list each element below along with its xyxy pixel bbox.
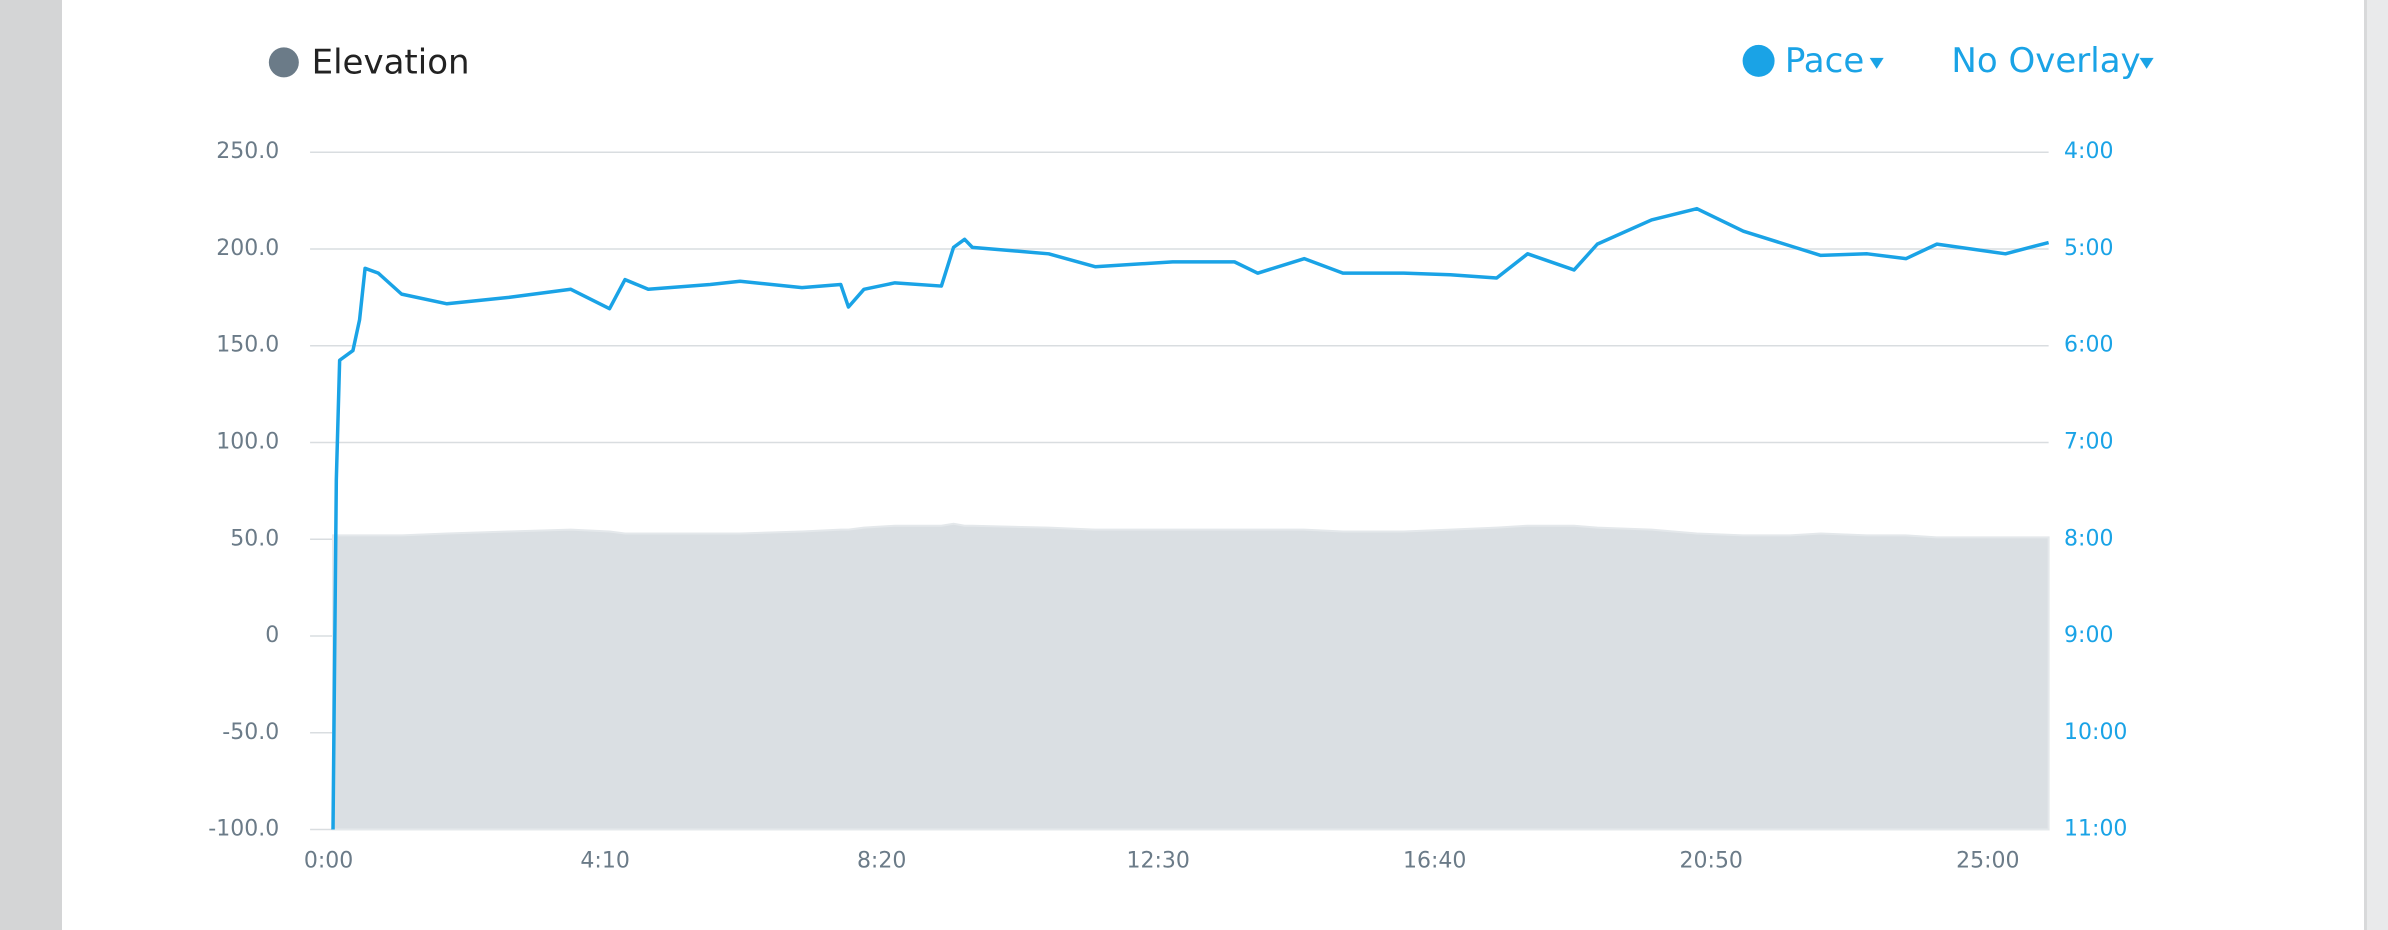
x-tick-label: 16:40 [1403, 849, 1466, 874]
panel-border [2364, 0, 2367, 930]
x-tick-label: 12:30 [1126, 849, 1189, 874]
elevation-area [332, 522, 2050, 831]
x-tick-label: 4:10 [580, 849, 629, 874]
y-tick-label: 0 [265, 623, 279, 648]
x-tick-label: 20:50 [1680, 849, 1743, 874]
legend-dot [268, 47, 299, 78]
y2-tick-label: 9:00 [2064, 623, 2113, 648]
dropdown-caret [1869, 57, 1884, 69]
y2-tick-label: 7:00 [2064, 429, 2113, 454]
overlay-dropdown[interactable]: No Overlay [1951, 41, 2140, 81]
y2-tick-label: 8:00 [2064, 526, 2113, 551]
y-tick-label: 100.0 [216, 429, 279, 454]
y-tick-label: 150.0 [216, 333, 279, 358]
sidebar [0, 0, 62, 930]
y2-tick-label: 6:00 [2064, 333, 2113, 358]
x-tick-label: 8:20 [857, 849, 906, 874]
x-tick-label: 0:00 [304, 849, 353, 874]
x-tick-label: 25:00 [1956, 849, 2019, 874]
legend-dot [1742, 44, 1775, 77]
y-tick-label: 50.0 [230, 526, 279, 551]
dropdown-caret [2139, 57, 2154, 69]
y-tick-label: 200.0 [216, 236, 279, 261]
y-tick-label: -100.0 [208, 817, 279, 842]
y2-tick-label: 4:00 [2064, 139, 2113, 164]
y-tick-label: 250.0 [216, 139, 279, 164]
y2-tick-label: 5:00 [2064, 236, 2113, 261]
legend-label: Elevation [312, 42, 470, 82]
y2-tick-label: 10:00 [2064, 720, 2127, 745]
metric-dropdown[interactable]: Pace [1785, 41, 1864, 81]
pace-line [331, 206, 2050, 830]
y2-tick-label: 11:00 [2064, 817, 2127, 842]
y-tick-label: -50.0 [222, 720, 279, 745]
